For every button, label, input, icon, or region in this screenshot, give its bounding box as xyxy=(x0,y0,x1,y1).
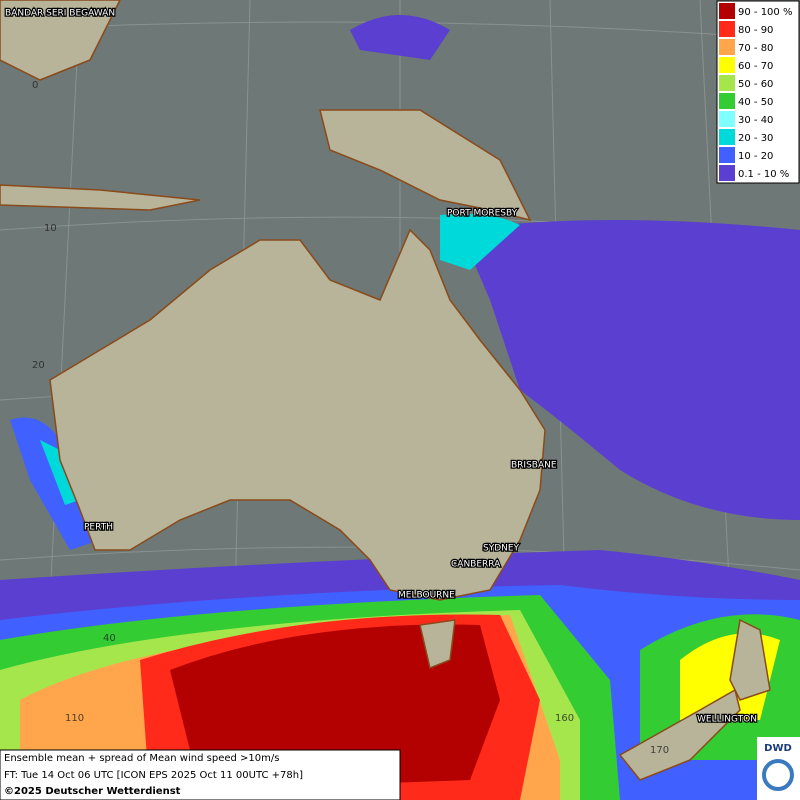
city-label: WELLINGTON xyxy=(697,715,757,725)
city-label: BANDAR SERI BEGAWAN xyxy=(5,9,115,19)
legend-label: 40 - 50 xyxy=(738,97,773,108)
legend-swatch xyxy=(719,129,735,145)
city-label: PERTH xyxy=(84,523,113,533)
logo-icon xyxy=(762,759,794,791)
legend-swatch xyxy=(719,93,735,109)
legend: 90 - 100 % 80 - 90 70 - 80 60 - 70 50 - 60 40… xyxy=(716,0,800,184)
caption-line: Ensemble mean + spread of Mean wind spee… xyxy=(4,753,279,764)
legend-swatch xyxy=(719,3,735,19)
legend-label: 10 - 20 xyxy=(738,151,773,162)
legend-label: 90 - 100 % xyxy=(738,7,792,18)
legend-label: 30 - 40 xyxy=(738,115,773,126)
grid-label: 160 xyxy=(555,713,574,724)
grid-label: 110 xyxy=(65,713,84,724)
grid-label: 10 xyxy=(44,223,57,234)
legend-swatch xyxy=(719,111,735,127)
city-label: SYDNEY xyxy=(483,544,520,554)
grid-label: 20 xyxy=(32,360,45,371)
legend-swatch xyxy=(719,57,735,73)
legend-label: 60 - 70 xyxy=(738,61,773,72)
city-label: PORT MORESBY xyxy=(447,209,518,219)
grid-label: 170 xyxy=(650,745,669,756)
legend-label: 50 - 60 xyxy=(738,79,773,90)
legend-swatch xyxy=(719,147,735,163)
legend-label: 70 - 80 xyxy=(738,43,773,54)
city-label: BRISBANE xyxy=(511,461,557,471)
legend-swatch xyxy=(719,21,735,37)
logo-text: DWD xyxy=(764,743,792,754)
legend-swatch xyxy=(719,165,735,181)
city-label: MELBOURNE xyxy=(398,591,455,601)
caption-box xyxy=(0,749,401,800)
caption-line: FT: Tue 14 Oct 06 UTC [ICON EPS 2025 Oct… xyxy=(4,770,303,781)
legend-swatch xyxy=(719,39,735,55)
legend-label: 20 - 30 xyxy=(738,133,773,144)
grid-label: 40 xyxy=(103,633,116,644)
legend-swatch xyxy=(719,75,735,91)
grid-label: 0 xyxy=(32,80,38,91)
labels: BANDAR SERI BEGAWAN PORT MORESBY BRISBANE P… xyxy=(4,7,758,756)
city-label: CANBERRA xyxy=(451,560,501,570)
legend-label: 80 - 90 xyxy=(738,25,773,36)
land xyxy=(0,0,771,781)
caption-line: ©2025 Deutscher Wetterdienst xyxy=(4,786,181,797)
legend-label: 0.1 - 10 % xyxy=(738,169,789,180)
